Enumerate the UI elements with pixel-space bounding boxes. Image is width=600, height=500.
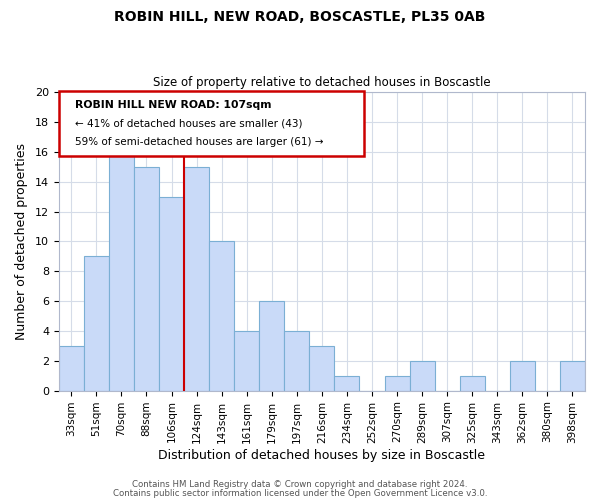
Title: Size of property relative to detached houses in Boscastle: Size of property relative to detached ho… [153, 76, 491, 90]
Bar [109, 152, 134, 390]
Y-axis label: Number of detached properties: Number of detached properties [15, 143, 28, 340]
Text: 59% of semi-detached houses are larger (61) →: 59% of semi-detached houses are larger (… [74, 138, 323, 147]
X-axis label: Distribution of detached houses by size in Boscastle: Distribution of detached houses by size … [158, 450, 485, 462]
Bar [159, 196, 184, 390]
Text: Contains public sector information licensed under the Open Government Licence v3: Contains public sector information licen… [113, 489, 487, 498]
Bar [560, 361, 585, 390]
Bar [259, 301, 284, 390]
Text: ← 41% of detached houses are smaller (43): ← 41% of detached houses are smaller (43… [74, 119, 302, 129]
Bar [310, 346, 334, 391]
Bar [334, 376, 359, 390]
Text: ROBIN HILL, NEW ROAD, BOSCASTLE, PL35 0AB: ROBIN HILL, NEW ROAD, BOSCASTLE, PL35 0A… [115, 10, 485, 24]
Bar [134, 166, 159, 390]
Bar [209, 242, 234, 390]
Bar [460, 376, 485, 390]
Bar [385, 376, 410, 390]
Bar [510, 361, 535, 390]
Bar [59, 346, 84, 391]
Text: Contains HM Land Registry data © Crown copyright and database right 2024.: Contains HM Land Registry data © Crown c… [132, 480, 468, 489]
Bar [184, 166, 209, 390]
Bar [284, 331, 310, 390]
Bar [410, 361, 434, 390]
Text: ROBIN HILL NEW ROAD: 107sqm: ROBIN HILL NEW ROAD: 107sqm [74, 100, 271, 110]
FancyBboxPatch shape [59, 90, 364, 156]
Bar [234, 331, 259, 390]
Bar [84, 256, 109, 390]
